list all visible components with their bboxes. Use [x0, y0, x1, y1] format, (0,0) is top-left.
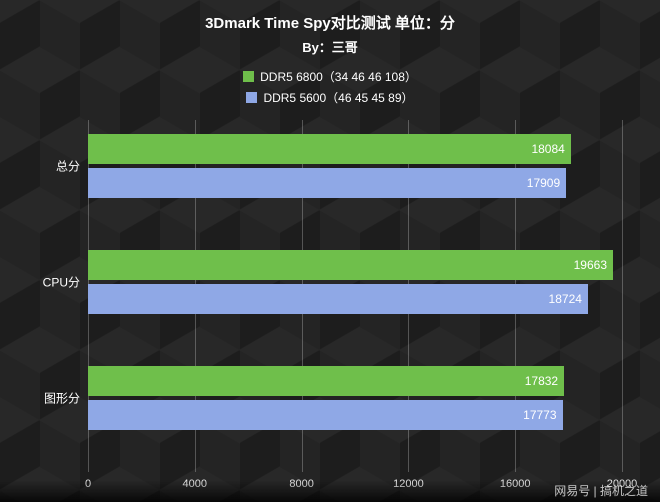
grid-line: [622, 120, 623, 472]
bar-group: 总分1808417909: [88, 126, 622, 206]
bar-series-a: 19663: [88, 250, 613, 280]
footer-text: 网易号 | 搞机之道: [554, 484, 648, 498]
category-label: 总分: [18, 158, 80, 175]
chart-subtitle: By：三哥: [18, 37, 642, 56]
bar-value-label: 19663: [574, 258, 607, 272]
bar-value-label: 17909: [527, 176, 560, 190]
bar-value-label: 17832: [525, 374, 558, 388]
bar-group: 图形分1783217773: [88, 358, 622, 438]
footer-watermark: 网易号 | 搞机之道: [0, 480, 660, 502]
chart-title: 3Dmark Time Spy对比测试 单位：分: [18, 12, 642, 33]
legend-swatch-a: [243, 71, 254, 82]
bar-series-b: 18724: [88, 284, 588, 314]
category-label: 图形分: [18, 390, 80, 407]
bar-value-label: 17773: [523, 408, 556, 422]
bar-series-b: 17909: [88, 168, 566, 198]
plot-area: 040008000120001600020000总分1808417909CPU分…: [88, 120, 622, 472]
bar-series-b: 17773: [88, 400, 563, 430]
bar-value-label: 18084: [531, 142, 564, 156]
bar-series-a: 18084: [88, 134, 571, 164]
bar-series-a: 17832: [88, 366, 564, 396]
legend-swatch-b: [246, 92, 257, 103]
legend-item-b: DDR5 5600（46 45 45 89）: [246, 89, 413, 106]
legend-label-b: DDR5 5600（46 45 45 89）: [263, 89, 413, 106]
legend-item-a: DDR5 6800（34 46 46 108）: [243, 68, 417, 85]
bar-group: CPU分1966318724: [88, 242, 622, 322]
legend: DDR5 6800（34 46 46 108） DDR5 5600（46 45 …: [18, 66, 642, 108]
legend-label-a: DDR5 6800（34 46 46 108）: [260, 68, 417, 85]
category-label: CPU分: [18, 274, 80, 291]
bar-value-label: 18724: [549, 292, 582, 306]
chart-container: 3Dmark Time Spy对比测试 单位：分 By：三哥 DDR5 6800…: [0, 0, 660, 502]
